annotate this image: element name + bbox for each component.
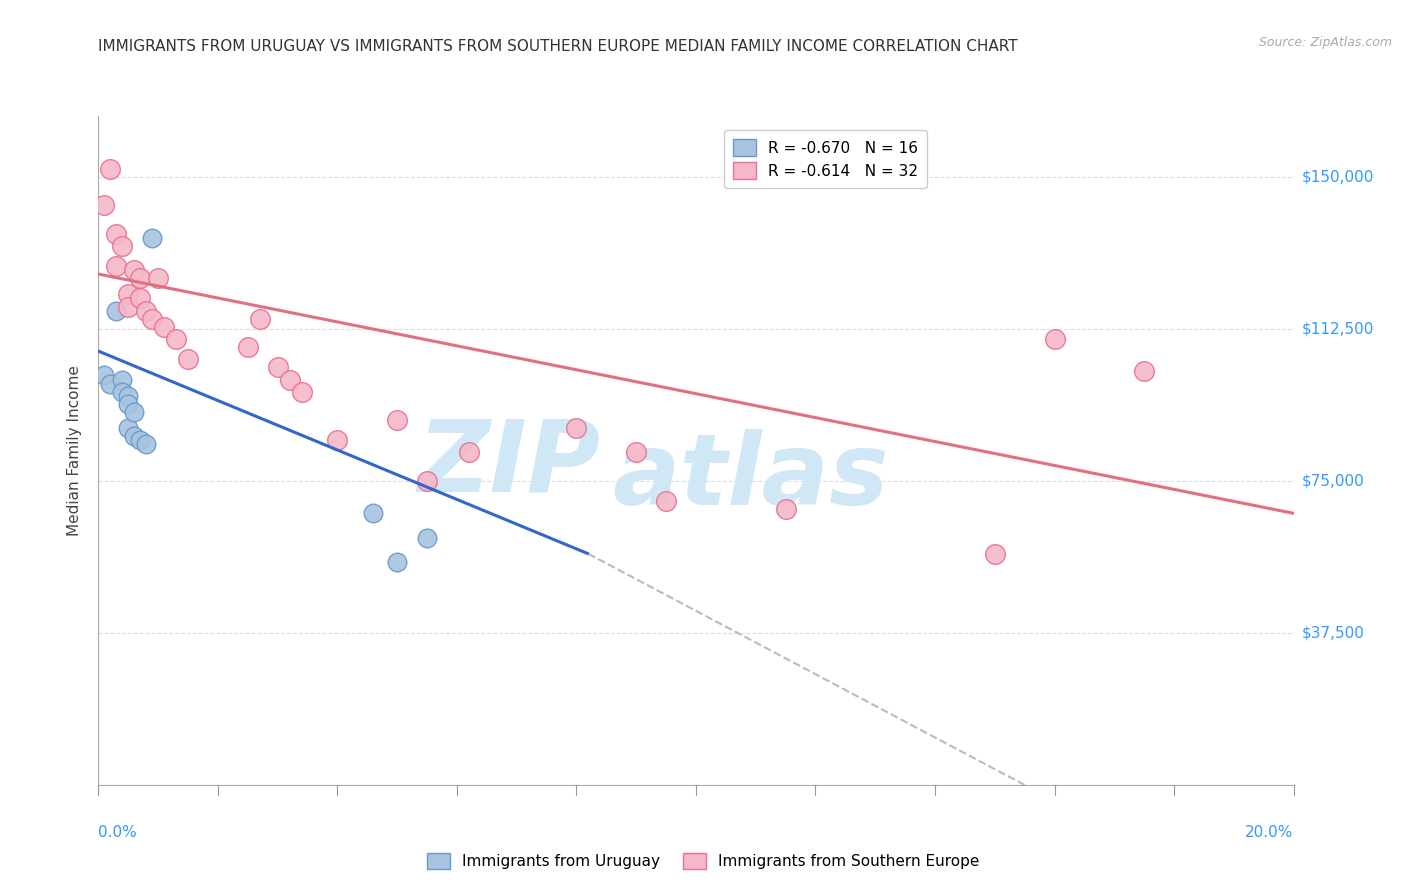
Text: IMMIGRANTS FROM URUGUAY VS IMMIGRANTS FROM SOUTHERN EUROPE MEDIAN FAMILY INCOME : IMMIGRANTS FROM URUGUAY VS IMMIGRANTS FR…: [98, 38, 1018, 54]
Point: [385, 555, 409, 569]
Point: [416, 531, 439, 545]
Text: ZIP: ZIP: [418, 416, 600, 512]
Point: [124, 429, 146, 443]
Point: [117, 397, 139, 411]
Point: [141, 230, 163, 244]
Point: [117, 421, 139, 435]
Point: [105, 259, 128, 273]
Point: [326, 434, 349, 448]
Text: 20.0%: 20.0%: [1246, 825, 1294, 840]
Point: [1043, 332, 1066, 346]
Point: [105, 303, 128, 318]
Point: [416, 474, 439, 488]
Point: [775, 502, 797, 516]
Point: [249, 311, 271, 326]
Point: [363, 506, 385, 520]
Point: [98, 161, 122, 176]
Point: [983, 547, 1005, 561]
Text: $37,500: $37,500: [1302, 625, 1365, 640]
Point: [1133, 364, 1156, 378]
Point: [236, 340, 259, 354]
Text: $75,000: $75,000: [1302, 474, 1365, 488]
Point: [105, 227, 128, 241]
Point: [129, 292, 152, 306]
Point: [111, 384, 134, 399]
Text: $112,500: $112,500: [1302, 321, 1374, 336]
Point: [135, 303, 157, 318]
Text: Source: ZipAtlas.com: Source: ZipAtlas.com: [1258, 36, 1392, 49]
Point: [278, 372, 301, 386]
Point: [624, 445, 647, 459]
Point: [267, 360, 290, 375]
Point: [98, 376, 122, 391]
Y-axis label: Median Family Income: Median Family Income: [67, 365, 83, 536]
Point: [93, 368, 115, 383]
Point: [117, 287, 139, 301]
Legend: R = -0.670   N = 16, R = -0.614   N = 32: R = -0.670 N = 16, R = -0.614 N = 32: [724, 130, 928, 188]
Point: [129, 271, 152, 285]
Text: 0.0%: 0.0%: [98, 825, 138, 840]
Point: [124, 263, 146, 277]
Point: [458, 445, 481, 459]
Point: [93, 198, 115, 212]
Point: [565, 421, 588, 435]
Point: [655, 494, 678, 508]
Point: [290, 384, 312, 399]
Point: [177, 352, 200, 367]
Point: [111, 238, 134, 252]
Point: [165, 332, 187, 346]
Point: [129, 434, 152, 448]
Point: [153, 319, 176, 334]
Text: atlas: atlas: [612, 429, 889, 525]
Point: [135, 437, 157, 451]
Point: [124, 405, 146, 419]
Point: [148, 271, 170, 285]
Point: [141, 311, 163, 326]
Point: [111, 372, 134, 386]
Text: $150,000: $150,000: [1302, 169, 1374, 185]
Point: [385, 413, 409, 427]
Legend: Immigrants from Uruguay, Immigrants from Southern Europe: Immigrants from Uruguay, Immigrants from…: [420, 847, 986, 875]
Point: [117, 389, 139, 403]
Point: [117, 300, 139, 314]
